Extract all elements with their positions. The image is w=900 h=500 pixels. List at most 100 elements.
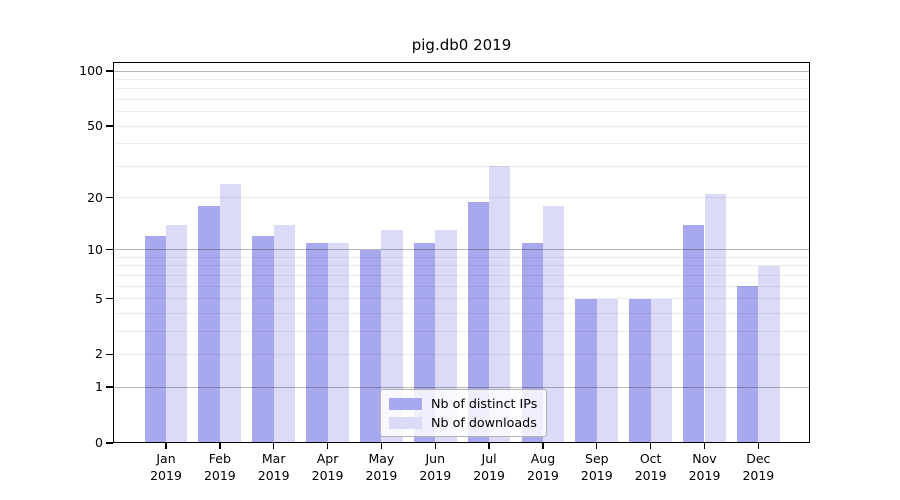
y-tick-0 [106, 442, 113, 444]
year-label: 2019 [257, 467, 290, 483]
gridline-40 [113, 143, 810, 145]
x-tick-jul [488, 443, 490, 449]
gridline-5 [113, 298, 810, 300]
legend-swatch-1 [389, 416, 422, 429]
bar-distinct-ips-oct [629, 298, 651, 443]
x-tick-dec [757, 443, 760, 449]
x-tick-aug [542, 443, 544, 449]
legend-label-0: Nb of distinct IPs [431, 396, 538, 411]
gridline-9 [113, 256, 810, 258]
month-label: Aug [530, 451, 556, 466]
bar-downloads-dec [758, 265, 780, 443]
gridline-90 [113, 78, 810, 80]
x-tick-feb [219, 443, 221, 449]
year-label: 2019 [742, 467, 775, 483]
bar-downloads-jul [489, 166, 511, 443]
x-tick-label-nov: Nov 2019 [677, 451, 733, 484]
gridline-major-1 [113, 386, 810, 388]
month-label: Oct [639, 451, 662, 466]
gridline-80 [113, 88, 810, 90]
gridline-major-100 [113, 70, 810, 72]
bar-downloads-mar [273, 224, 296, 443]
y-tick-label-10: 10 [87, 241, 103, 257]
x-tick-label-jan: Jan 2019 [138, 451, 194, 484]
x-tick-jun [434, 443, 436, 449]
bar-distinct-ips-sep [575, 298, 597, 443]
month-label: Nov [692, 451, 717, 466]
y-tick-label-50: 50 [87, 118, 103, 134]
year-label: 2019 [365, 467, 398, 483]
gridline-major-10 [113, 249, 810, 251]
gridline-2 [113, 353, 810, 355]
x-tick-nov [703, 443, 706, 449]
y-tick-label-1: 1 [95, 379, 103, 395]
y-tick-label-20: 20 [87, 189, 103, 205]
year-label: 2019 [688, 467, 721, 483]
month-label: Apr [316, 451, 339, 466]
y-tick-label-0: 0 [95, 435, 103, 450]
bar-downloads-feb [219, 183, 242, 443]
gridline-70 [113, 98, 810, 100]
gridline-8 [113, 265, 810, 267]
gridline-50 [113, 125, 810, 127]
x-tick-label-jul: Jul 2019 [461, 451, 517, 484]
gridline-30 [113, 165, 810, 167]
bar-distinct-ips-dec [736, 286, 759, 443]
x-tick-apr [326, 443, 329, 449]
bar-downloads-apr [327, 242, 349, 443]
year-label: 2019 [311, 467, 344, 483]
bar-distinct-ips-mar [252, 236, 274, 443]
chart-title: pig.db0 2019 [411, 36, 512, 54]
y-tick-5 [106, 297, 113, 300]
month-label: Jan [156, 451, 176, 466]
x-tick-label-oct: Oct 2019 [623, 451, 679, 484]
gridline-3 [113, 330, 810, 332]
year-label: 2019 [634, 467, 667, 483]
y-tick-2 [106, 353, 113, 356]
x-tick-jan [165, 443, 167, 449]
bar-distinct-ips-apr [306, 242, 328, 443]
legend-entry-1: Nb of downloads [389, 415, 537, 430]
bar-distinct-ips-may [360, 249, 382, 443]
gridline-60 [113, 111, 810, 113]
y-tick-label-100: 100 [79, 63, 103, 78]
y-tick-label-2: 2 [95, 346, 103, 362]
x-tick-may [380, 443, 383, 449]
x-tick-label-may: May 2019 [353, 451, 409, 484]
month-label: Sep [585, 451, 609, 466]
x-tick-label-aug: Aug 2019 [515, 451, 571, 484]
gridline-7 [113, 274, 810, 276]
legend-label-1: Nb of downloads [431, 415, 537, 430]
month-label: Dec [746, 451, 771, 466]
month-label: Jul [481, 451, 497, 466]
gridline-4 [113, 312, 810, 314]
bar-distinct-ips-nov [683, 224, 705, 443]
x-tick-label-dec: Dec 2019 [730, 451, 786, 484]
x-tick-label-sep: Sep 2019 [569, 451, 625, 484]
year-label: 2019 [150, 467, 182, 483]
x-tick-label-apr: Apr 2019 [300, 451, 356, 484]
x-tick-sep [596, 443, 598, 449]
y-tick-1 [106, 386, 113, 388]
year-label: 2019 [473, 467, 505, 483]
x-tick-label-mar: Mar 2019 [246, 451, 302, 484]
y-tick-100 [106, 70, 113, 72]
year-label: 2019 [203, 467, 236, 483]
month-label: Jun [425, 451, 446, 466]
month-label: Mar [261, 451, 286, 466]
bar-downloads-aug [542, 205, 565, 443]
y-tick-50 [106, 125, 113, 127]
x-tick-mar [273, 443, 275, 449]
y-tick-label-5: 5 [95, 290, 103, 306]
bar-downloads-sep [596, 298, 619, 443]
legend-swatch-0 [389, 397, 422, 410]
y-tick-20 [106, 196, 113, 199]
bar-distinct-ips-feb [198, 205, 220, 443]
x-tick-label-jun: Jun 2019 [407, 451, 463, 484]
bar-downloads-oct [650, 298, 673, 443]
gridline-6 [113, 285, 810, 287]
month-label: Feb [208, 451, 231, 466]
gridline-20 [113, 197, 810, 199]
x-tick-oct [649, 443, 652, 449]
